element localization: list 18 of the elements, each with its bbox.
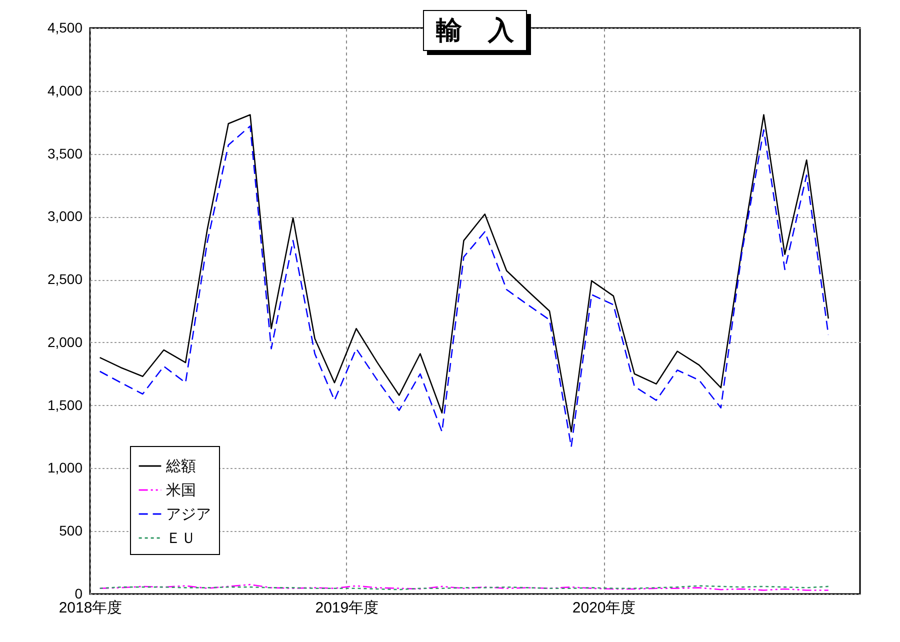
y-tick-label: 2,000 [47,334,83,350]
x-tick-label: 2019年度 [315,600,379,616]
x-tick-label: 2018年度 [58,600,122,616]
y-tick-label: 1,500 [47,396,83,413]
legend-label: ＥＵ [166,530,196,547]
x-tick-label: 2020年度 [572,600,636,616]
legend-label: 総額 [165,458,196,475]
legend-label: 米国 [166,482,196,499]
chart-title: 輸 入 [423,10,527,51]
y-tick-label: 3,000 [47,208,83,224]
y-tick-label: 2,500 [47,271,83,288]
y-tick-label: 3,500 [47,145,83,162]
legend-label: アジア [166,506,211,523]
y-tick-label: 1,000 [47,460,83,476]
y-tick-label: 500 [59,522,83,539]
y-tick-label: 4,500 [47,20,83,36]
y-tick-label: 0 [74,586,83,602]
y-tick-label: 4,000 [47,82,83,98]
